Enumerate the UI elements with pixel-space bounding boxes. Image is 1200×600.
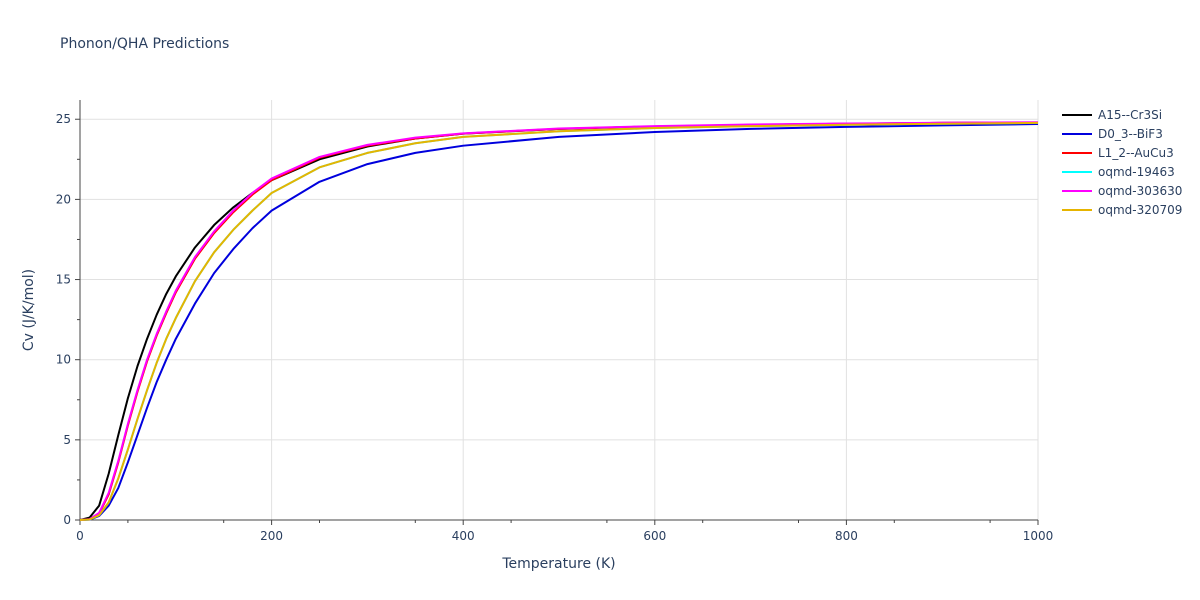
y-tick-label: 15	[56, 273, 71, 287]
x-tick-label: 400	[452, 529, 475, 543]
axes: 0 200 400 600 800 1000 0 5 10 15 20 25	[56, 100, 1054, 543]
legend-label: oqmd-303630	[1098, 184, 1182, 198]
x-tick-label: 200	[260, 529, 283, 543]
series-line-A15--Cr3Si[interactable]	[79, 121, 1039, 521]
legend-label: D0_3--BiF3	[1098, 127, 1163, 141]
x-tick-label: 1000	[1023, 529, 1054, 543]
series-line-D0_3--BiF3[interactable]	[79, 123, 1039, 521]
y-tick-label: 5	[63, 433, 71, 447]
series-line-oqmd-303630[interactable]	[79, 121, 1039, 521]
series-lines	[79, 121, 1039, 521]
series-line-oqmd-320709[interactable]	[79, 121, 1039, 521]
legend-item[interactable]: D0_3--BiF3	[1062, 127, 1163, 141]
legend-label: A15--Cr3Si	[1098, 108, 1162, 122]
legend-item[interactable]: L1_2--AuCu3	[1062, 146, 1174, 160]
y-axis-title: Cv (J/K/mol)	[21, 269, 37, 351]
y-tick-label: 0	[63, 513, 71, 527]
y-tick-label: 10	[56, 353, 71, 367]
x-tick-label: 800	[835, 529, 858, 543]
x-axis-title: Temperature (K)	[501, 556, 615, 572]
legend-label: L1_2--AuCu3	[1098, 146, 1174, 160]
legend-item[interactable]: oqmd-19463	[1062, 165, 1175, 179]
chart-title: Phonon/QHA Predictions	[60, 36, 230, 52]
legend[interactable]: A15--Cr3Si D0_3--BiF3 L1_2--AuCu3 oqmd-1946…	[1062, 108, 1182, 217]
series-line-L1_2--AuCu3[interactable]	[79, 121, 1039, 521]
legend-item[interactable]: A15--Cr3Si	[1062, 108, 1162, 122]
legend-label: oqmd-320709	[1098, 203, 1182, 217]
series-line-oqmd-19463[interactable]	[79, 121, 1039, 521]
legend-item[interactable]: oqmd-303630	[1062, 184, 1182, 198]
legend-item[interactable]: oqmd-320709	[1062, 203, 1182, 217]
x-tick-label: 600	[643, 529, 666, 543]
y-tick-label: 25	[56, 112, 71, 126]
gridlines	[80, 100, 1039, 520]
x-tick-label: 0	[76, 529, 84, 543]
legend-label: oqmd-19463	[1098, 165, 1175, 179]
y-tick-label: 20	[56, 192, 71, 206]
